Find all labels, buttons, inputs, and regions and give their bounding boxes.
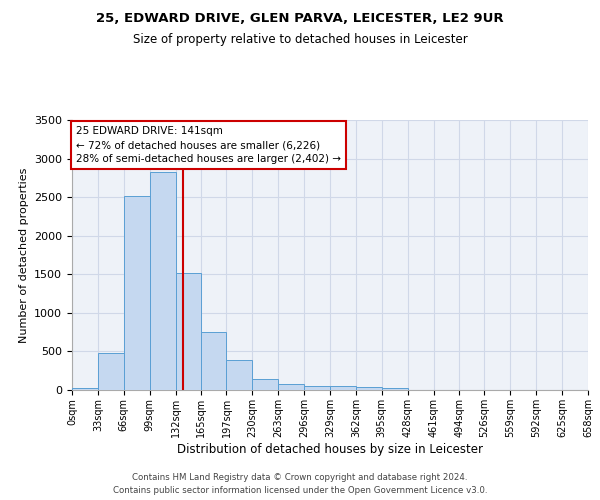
Text: Size of property relative to detached houses in Leicester: Size of property relative to detached ho… <box>133 32 467 46</box>
Text: Contains public sector information licensed under the Open Government Licence v3: Contains public sector information licen… <box>113 486 487 495</box>
Bar <box>98 353 124 390</box>
Bar <box>253 379 278 390</box>
Bar <box>202 332 226 390</box>
Bar <box>72 388 98 390</box>
Bar <box>124 196 149 390</box>
Text: 25 EDWARD DRIVE: 141sqm
← 72% of detached houses are smaller (6,226)
28% of semi: 25 EDWARD DRIVE: 141sqm ← 72% of detache… <box>76 126 341 164</box>
Bar <box>382 388 407 390</box>
Text: Contains HM Land Registry data © Crown copyright and database right 2024.: Contains HM Land Registry data © Crown c… <box>132 472 468 482</box>
Bar <box>149 172 176 390</box>
Bar <box>176 272 202 390</box>
Bar <box>356 388 382 390</box>
Bar <box>226 360 253 390</box>
Text: 25, EDWARD DRIVE, GLEN PARVA, LEICESTER, LE2 9UR: 25, EDWARD DRIVE, GLEN PARVA, LEICESTER,… <box>96 12 504 26</box>
Bar <box>304 386 330 390</box>
Y-axis label: Number of detached properties: Number of detached properties <box>19 168 29 342</box>
Text: Distribution of detached houses by size in Leicester: Distribution of detached houses by size … <box>177 442 483 456</box>
Bar <box>330 386 356 390</box>
Bar <box>278 384 304 390</box>
